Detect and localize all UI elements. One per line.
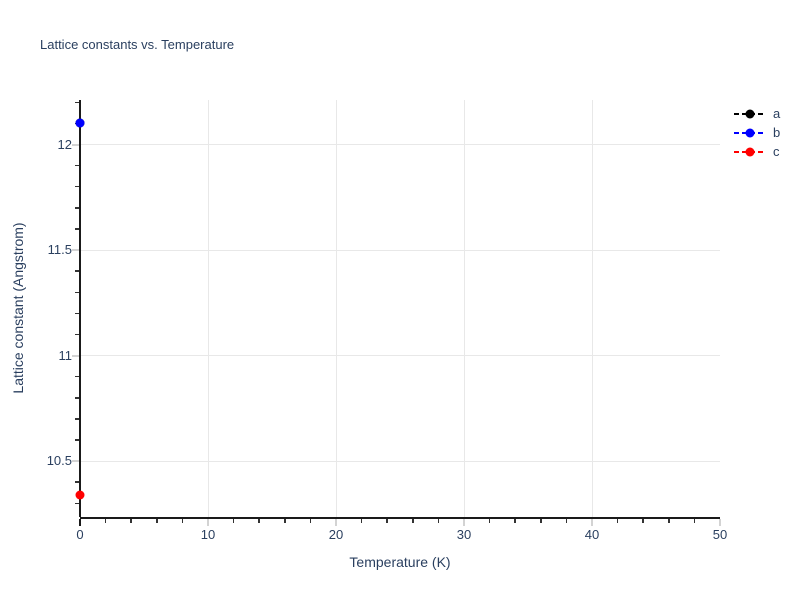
x-gridline bbox=[591, 100, 593, 517]
x-tick-label: 20 bbox=[328, 527, 344, 542]
x-axis-line bbox=[80, 517, 720, 519]
legend-label: a bbox=[773, 106, 781, 121]
x-minor-tick bbox=[130, 518, 132, 524]
x-gridline bbox=[335, 100, 337, 517]
y-minor-tick bbox=[74, 502, 79, 505]
x-minor-tick bbox=[386, 518, 388, 524]
legend-line-sample-icon bbox=[734, 147, 766, 156]
legend-line-sample-icon bbox=[734, 109, 766, 118]
x-minor-tick bbox=[156, 518, 158, 524]
y-minor-tick bbox=[74, 418, 79, 420]
x-minor-tick bbox=[104, 518, 107, 524]
x-major-tick bbox=[207, 518, 209, 526]
x-major-tick bbox=[335, 518, 337, 526]
x-minor-tick bbox=[642, 518, 644, 524]
x-minor-tick bbox=[488, 518, 491, 524]
y-gridline bbox=[80, 144, 720, 146]
y-minor-tick bbox=[74, 270, 79, 272]
x-minor-tick bbox=[437, 518, 440, 524]
legend-label: b bbox=[773, 125, 781, 140]
y-major-tick bbox=[72, 143, 79, 146]
y-minor-tick bbox=[74, 101, 79, 104]
x-tick-label: 40 bbox=[584, 527, 600, 542]
x-minor-tick bbox=[284, 518, 286, 524]
legend-item-c[interactable]: c bbox=[733, 142, 780, 161]
x-minor-tick bbox=[232, 518, 235, 524]
x-major-tick bbox=[463, 518, 465, 526]
y-minor-tick bbox=[74, 439, 79, 441]
x-minor-tick bbox=[514, 518, 516, 524]
legend-label: c bbox=[773, 144, 780, 159]
y-gridline bbox=[80, 460, 720, 462]
x-minor-tick bbox=[693, 518, 696, 524]
x-minor-tick bbox=[309, 518, 312, 524]
y-major-tick bbox=[72, 460, 79, 463]
y-major-tick bbox=[72, 354, 79, 357]
y-minor-tick bbox=[74, 312, 79, 315]
y-minor-tick bbox=[74, 207, 79, 209]
x-major-tick bbox=[591, 518, 593, 526]
y-gridline bbox=[80, 249, 720, 251]
y-minor-tick bbox=[74, 375, 79, 378]
x-minor-tick bbox=[668, 518, 670, 524]
y-minor-tick bbox=[74, 291, 79, 293]
x-minor-tick bbox=[616, 518, 619, 524]
chart-title: Lattice constants vs. Temperature bbox=[40, 37, 235, 52]
x-major-tick bbox=[719, 518, 721, 526]
y-tick-label: 11.5 bbox=[47, 242, 72, 258]
x-minor-tick bbox=[258, 518, 260, 524]
x-tick-label: 30 bbox=[456, 527, 472, 542]
y-axis-line bbox=[79, 100, 81, 517]
y-minor-tick bbox=[74, 228, 79, 230]
x-tick-label: 50 bbox=[712, 527, 728, 542]
x-tick-label: 10 bbox=[200, 527, 216, 542]
y-tick-label: 11 bbox=[58, 347, 73, 363]
y-tick-label: 10.5 bbox=[46, 453, 72, 469]
x-major-tick bbox=[79, 518, 81, 526]
x-axis-title: Temperature (K) bbox=[349, 554, 451, 570]
x-minor-tick bbox=[540, 518, 542, 524]
x-minor-tick bbox=[565, 518, 568, 524]
data-point-c bbox=[75, 490, 85, 500]
x-gridline bbox=[463, 100, 465, 517]
y-minor-tick bbox=[74, 481, 79, 483]
x-tick-label: 0 bbox=[76, 527, 84, 542]
legend-item-a[interactable]: a bbox=[733, 104, 780, 123]
data-point-b bbox=[75, 118, 85, 128]
y-minor-tick bbox=[74, 333, 79, 336]
legend-item-b[interactable]: b bbox=[733, 123, 780, 142]
x-gridline bbox=[207, 100, 209, 517]
y-minor-tick bbox=[74, 397, 79, 399]
x-minor-tick bbox=[181, 518, 184, 524]
x-minor-tick bbox=[412, 518, 414, 524]
y-minor-tick bbox=[74, 164, 79, 167]
legend-line-sample-icon bbox=[734, 128, 766, 137]
y-major-tick bbox=[72, 249, 79, 252]
x-minor-tick bbox=[360, 518, 363, 524]
y-minor-tick bbox=[74, 185, 79, 188]
y-gridline bbox=[80, 355, 720, 357]
y-tick-label: 12 bbox=[57, 136, 72, 152]
